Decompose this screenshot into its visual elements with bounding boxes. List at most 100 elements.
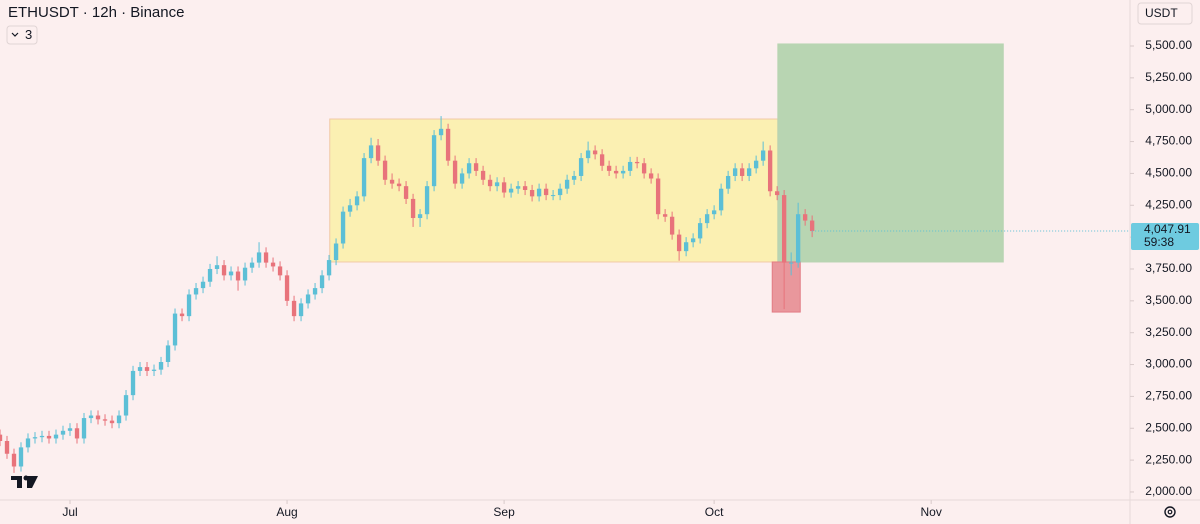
candle-body <box>340 211 346 244</box>
candle-body <box>228 271 234 276</box>
x-tick-label: Sep <box>493 505 515 519</box>
candle-body <box>60 430 66 435</box>
y-tick-label: 3,750.00 <box>1145 261 1192 275</box>
candle-body <box>46 435 52 439</box>
currency: USDT <box>1145 6 1178 20</box>
candle-body <box>536 188 542 197</box>
gear <box>1164 506 1176 518</box>
candle-body <box>4 441 10 454</box>
candle-body <box>67 428 73 431</box>
candle-body <box>494 182 500 187</box>
candle-body <box>669 216 675 235</box>
candle-body <box>74 428 80 439</box>
settings[interactable] <box>1164 506 1176 518</box>
last-price-box <box>1131 223 1199 251</box>
x-tick-label: Jul <box>62 505 77 519</box>
candle-body <box>242 267 248 281</box>
candle-body <box>711 210 717 215</box>
gear-center <box>1167 509 1173 515</box>
candle-body <box>648 173 654 179</box>
candle-body <box>368 145 374 159</box>
chevron <box>11 32 19 37</box>
candle-body <box>221 265 227 276</box>
candle-body <box>32 437 38 439</box>
y-tick-label: 4,250.00 <box>1145 197 1192 211</box>
candle-body <box>109 420 115 424</box>
y-tick-label: 5,500.00 <box>1145 38 1192 52</box>
candle-body <box>375 145 381 161</box>
candle-body <box>438 128 444 136</box>
candle-body <box>641 163 647 174</box>
candle-body <box>95 415 101 420</box>
y-tick-label: 2,250.00 <box>1145 452 1192 466</box>
candle-body <box>284 275 290 301</box>
candle-body <box>256 252 262 263</box>
candle-body <box>361 158 367 197</box>
candle-body <box>172 313 178 346</box>
x-tick-label: Nov <box>920 505 941 519</box>
candle-body <box>480 170 486 180</box>
candle-body <box>319 275 325 289</box>
x-tick-label: Aug <box>276 505 297 519</box>
candle-body <box>564 179 570 189</box>
y-tick-label: 5,000.00 <box>1145 102 1192 116</box>
currency-box <box>1137 2 1193 25</box>
countdown: 59:38 <box>1144 235 1174 249</box>
candle-body <box>459 173 465 184</box>
candle-body <box>781 195 787 263</box>
candle-body <box>704 214 710 224</box>
candle-body <box>382 160 388 180</box>
candle-body <box>732 168 738 176</box>
logo-dot <box>23 475 29 481</box>
y-tick-label: 3,000.00 <box>1145 357 1192 371</box>
candle-body <box>473 163 479 171</box>
candle-body <box>88 415 94 419</box>
candle-body <box>592 150 598 155</box>
chart-title: ETHUSDT · 12h · Binance <box>8 4 184 21</box>
candle-body <box>0 434 3 442</box>
candle-body <box>522 186 528 190</box>
indicator-toggle[interactable]: 3 <box>6 25 38 45</box>
candle-body <box>305 294 311 304</box>
y-tick-label: 4,500.00 <box>1145 166 1192 180</box>
candle-body <box>312 288 318 295</box>
plot <box>0 43 1004 473</box>
candle-body <box>291 300 297 317</box>
candle-body <box>739 168 745 176</box>
candle-body <box>529 189 535 197</box>
candle-body <box>543 188 549 196</box>
candle-body <box>676 234 682 252</box>
last-price-label: 4,047.91 <box>1144 222 1191 236</box>
candle-body <box>417 214 423 219</box>
candle-body <box>578 158 584 176</box>
candle-body <box>501 182 507 193</box>
candle-body <box>403 186 409 199</box>
position-box <box>329 118 779 263</box>
candle-body <box>249 262 255 268</box>
y-tick-label: 3,250.00 <box>1145 325 1192 339</box>
candle-body <box>326 260 332 276</box>
candle-body <box>550 195 556 197</box>
candle-body <box>606 165 612 171</box>
candle-body <box>655 178 661 215</box>
candle-body <box>130 370 136 396</box>
candle-body <box>620 170 626 174</box>
candle-body <box>613 170 619 174</box>
candle-body <box>753 160 759 169</box>
candle-body <box>788 262 794 264</box>
currency-button[interactable]: USDT <box>1137 2 1193 25</box>
y-tick-label: 4,750.00 <box>1145 134 1192 148</box>
position-box <box>771 261 801 313</box>
y-tick-label: 5,250.00 <box>1145 70 1192 84</box>
candle-body <box>270 262 276 267</box>
candle-body <box>697 223 703 239</box>
candle-body <box>298 303 304 317</box>
candle-body <box>424 186 430 215</box>
candle-body <box>585 150 591 159</box>
candle-body <box>557 188 563 196</box>
candle-body <box>207 268 213 282</box>
candle-body <box>151 369 157 371</box>
candle-body <box>193 288 199 295</box>
candle-body <box>158 362 164 370</box>
